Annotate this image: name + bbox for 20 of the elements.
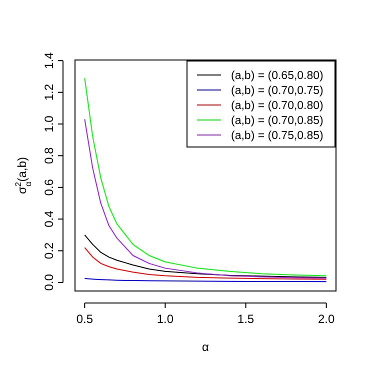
- x-tick-label: 1.5: [237, 312, 254, 326]
- legend-label: (a,b) = (0.70,0.85): [231, 115, 324, 127]
- x-tick-label: 2.0: [318, 312, 335, 326]
- line-series: [84, 247, 327, 280]
- y-tick-label: 0.6: [42, 178, 56, 196]
- y-tick-label: 0.8: [42, 147, 56, 164]
- x-axis-title: α: [202, 340, 210, 354]
- legend-label: (a,b) = (0.65,0.80): [231, 70, 324, 82]
- legend-label: (a,b) = (0.75,0.85): [231, 130, 324, 142]
- y-tick-label: 0.2: [42, 242, 56, 260]
- legend-label: (a,b) = (0.70,0.80): [231, 100, 324, 112]
- line-series: [84, 234, 327, 278]
- y-tick-label: 0.4: [42, 210, 56, 228]
- y-tick-label: 0.0: [42, 274, 56, 291]
- y-tick-label: 1.0: [42, 115, 56, 132]
- legend-label: (a,b) = (0.70,0.75): [231, 85, 324, 97]
- y-tick-label: 1.2: [42, 84, 56, 101]
- x-tick-label: 0.5: [76, 312, 94, 326]
- x-tick-label: 1.0: [156, 312, 174, 326]
- y-tick-label: 1.4: [42, 52, 56, 69]
